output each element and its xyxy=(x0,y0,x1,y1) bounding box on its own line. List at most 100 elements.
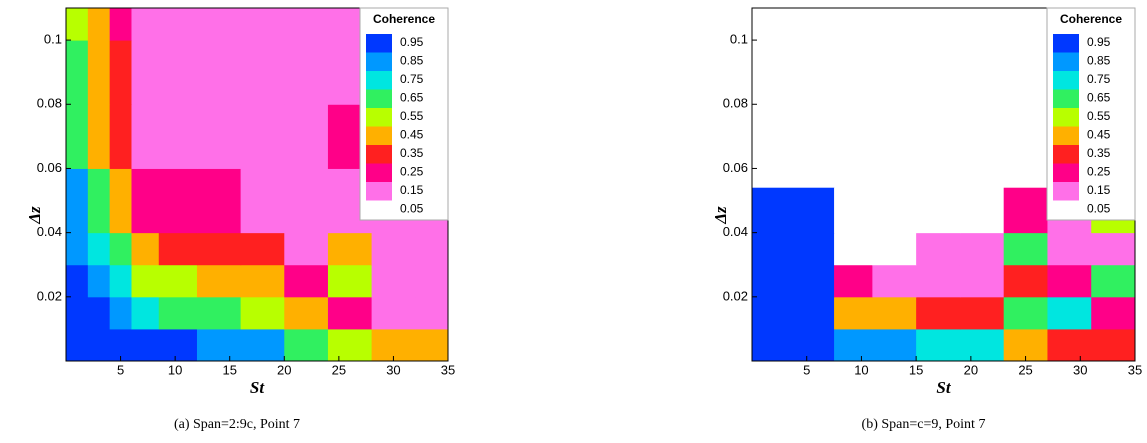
legend-label: 0.35 xyxy=(1087,146,1111,160)
cell xyxy=(415,232,449,266)
cell xyxy=(87,264,111,298)
cell xyxy=(959,232,1005,266)
cell xyxy=(158,232,198,266)
cell xyxy=(66,328,89,362)
cell xyxy=(87,168,111,234)
cell xyxy=(1003,232,1048,266)
x-axis-label: St xyxy=(936,378,951,397)
cell xyxy=(284,232,329,266)
cell xyxy=(1091,328,1136,362)
y-tick-label: 0.06 xyxy=(723,160,748,175)
cell xyxy=(240,296,285,330)
cell xyxy=(959,187,1005,234)
legend-label: 0.75 xyxy=(400,72,424,86)
legend-swatch xyxy=(1053,182,1079,201)
cell xyxy=(1003,264,1048,298)
cell xyxy=(1091,264,1136,298)
legend-swatch xyxy=(366,200,392,219)
cell xyxy=(158,40,198,105)
cell xyxy=(196,296,242,330)
y-tick-label: 0.08 xyxy=(37,96,62,111)
cell xyxy=(66,296,89,330)
cell xyxy=(240,328,285,362)
legend-label: 0.75 xyxy=(1087,72,1111,86)
cell xyxy=(109,328,132,362)
cell xyxy=(415,264,449,298)
x-tick-label: 30 xyxy=(1073,362,1087,377)
legend-label: 0.45 xyxy=(400,128,424,142)
y-tick-label: 0.04 xyxy=(37,224,62,239)
cell xyxy=(916,264,961,298)
legend-swatch xyxy=(366,145,392,164)
cell xyxy=(752,232,835,266)
cell xyxy=(284,296,329,330)
cell xyxy=(752,328,835,362)
cell xyxy=(327,296,373,330)
cell xyxy=(196,264,242,298)
cell xyxy=(158,104,198,169)
legend-swatch xyxy=(1053,200,1079,219)
cell xyxy=(66,104,89,169)
cell xyxy=(87,232,111,266)
y-axis-label: Δz xyxy=(25,206,44,225)
legend-label: 0.65 xyxy=(400,91,424,105)
cell xyxy=(109,104,132,169)
legend-label: 0.15 xyxy=(1087,183,1111,197)
caption: (a) Span=2:9c, Point 7 xyxy=(174,417,300,432)
legend-title: Coherence xyxy=(373,12,435,26)
cell xyxy=(131,232,160,266)
legend-label: 0.15 xyxy=(400,183,424,197)
y-axis-label: Δz xyxy=(711,206,730,225)
cell xyxy=(371,264,416,298)
y-tick-label: 0.02 xyxy=(723,288,748,303)
cell xyxy=(1047,232,1092,266)
legend-swatch xyxy=(1053,34,1079,53)
x-tick-label: 15 xyxy=(909,362,923,377)
cell xyxy=(916,232,961,266)
cell xyxy=(87,40,111,105)
legend-swatch xyxy=(366,71,392,90)
legend-swatch xyxy=(1053,108,1079,127)
legend-swatch xyxy=(366,34,392,53)
cell xyxy=(131,40,160,105)
x-tick-label: 5 xyxy=(803,362,810,377)
cell xyxy=(109,296,132,330)
cell xyxy=(834,264,873,298)
cell xyxy=(916,296,961,330)
legend-swatch xyxy=(366,108,392,127)
caption: (b) Span=c=9, Point 7 xyxy=(862,417,986,432)
cell xyxy=(284,168,329,234)
cell xyxy=(196,328,242,362)
legend-swatch xyxy=(366,89,392,108)
cell xyxy=(1091,296,1136,330)
cell xyxy=(66,8,89,41)
y-tick-label: 0.1 xyxy=(730,32,748,47)
cell xyxy=(284,8,329,41)
cell xyxy=(66,168,89,234)
x-tick-label: 20 xyxy=(964,362,978,377)
cell xyxy=(87,104,111,169)
cell xyxy=(284,264,329,298)
legend-label: 0.25 xyxy=(400,165,424,179)
legend-swatch xyxy=(366,163,392,182)
cell xyxy=(158,264,198,298)
cell xyxy=(131,328,160,362)
cell xyxy=(87,8,111,41)
cell xyxy=(158,8,198,41)
cell xyxy=(109,232,132,266)
legend-label: 0.25 xyxy=(1087,165,1111,179)
cell xyxy=(752,296,835,330)
cell xyxy=(109,40,132,105)
cell xyxy=(131,264,160,298)
cell xyxy=(834,328,873,362)
cell xyxy=(240,104,285,169)
x-tick-label: 5 xyxy=(117,362,124,377)
cell xyxy=(872,232,917,266)
cell xyxy=(834,296,873,330)
cell xyxy=(872,187,917,234)
legend-swatch xyxy=(1053,126,1079,145)
x-tick-label: 20 xyxy=(277,362,291,377)
cell xyxy=(959,264,1005,298)
cell xyxy=(109,8,132,41)
legend-label: 0.55 xyxy=(400,109,424,123)
